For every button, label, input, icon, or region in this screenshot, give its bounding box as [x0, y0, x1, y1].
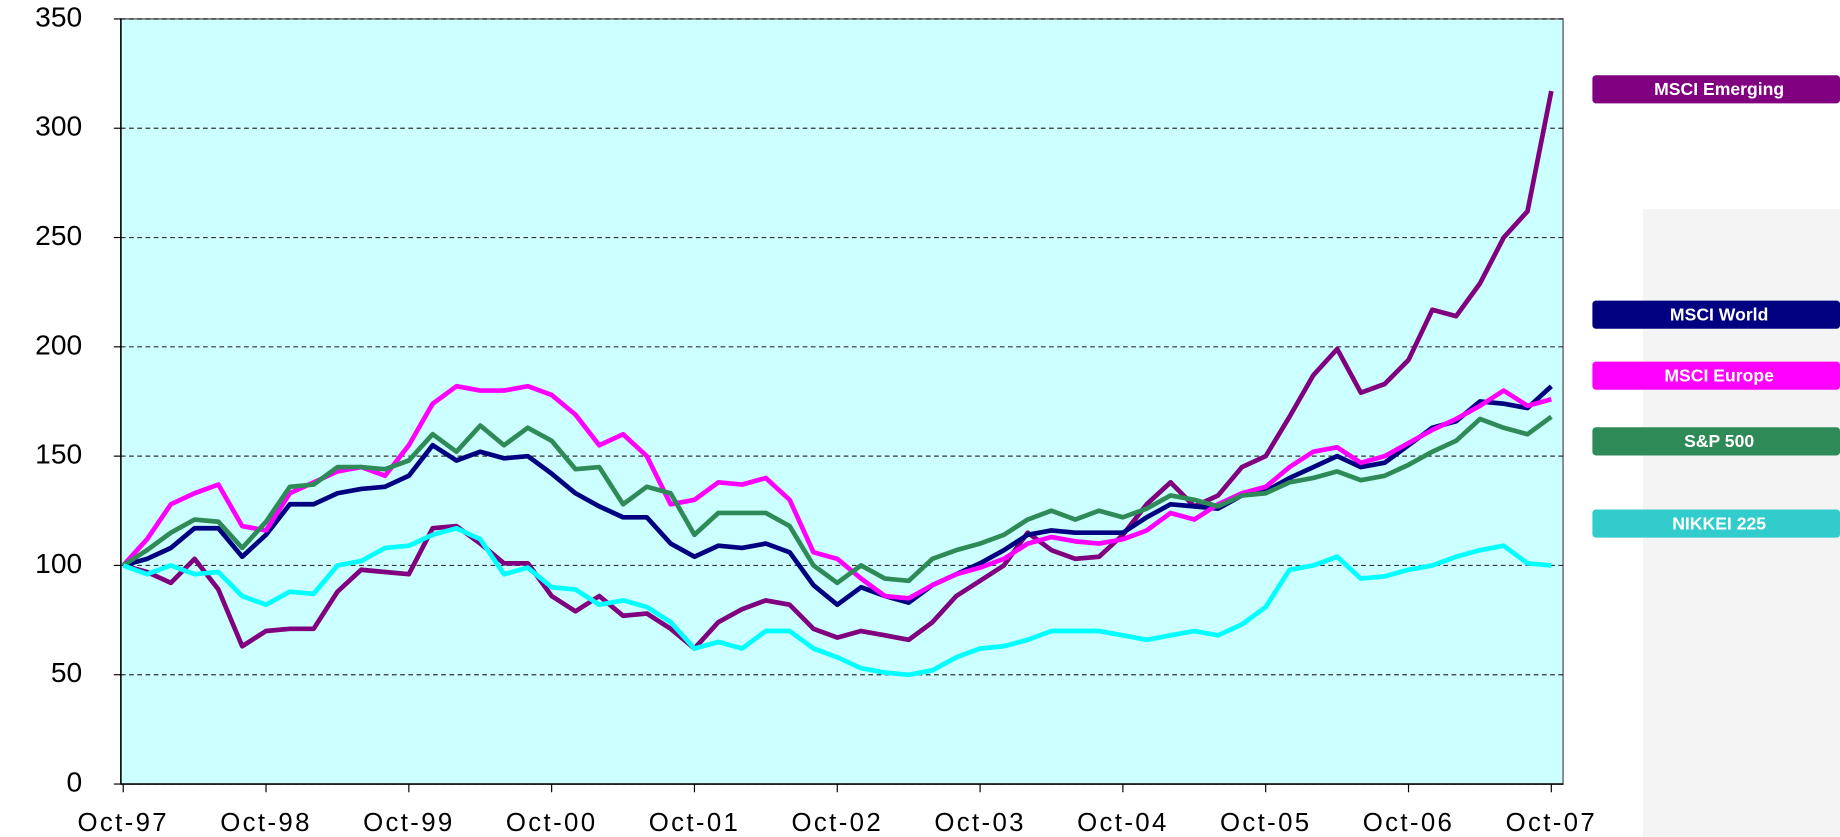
lines [121, 90, 1554, 678]
series-line [121, 414, 1553, 586]
plot-area [119, 18, 1564, 785]
x-tick-label: Oct-00 [506, 809, 598, 837]
y-tick-label: 150 [35, 439, 82, 470]
legend-swatch [1592, 509, 1840, 538]
legend-label: S&P 500 [1684, 431, 1754, 451]
y-tick-label: 300 [35, 111, 82, 142]
y-tick-label: 100 [35, 548, 82, 579]
x-tick-label: Oct-04 [1077, 809, 1168, 837]
legend-label: MSCI Europe [1664, 365, 1774, 385]
y-tick-label: 0 [66, 766, 82, 797]
series-line [122, 90, 1554, 651]
legend-swatch [1592, 361, 1840, 390]
y-tick-label: 200 [35, 329, 82, 360]
y-tick-label: 250 [35, 220, 82, 251]
y-tick-label: 350 [35, 1, 82, 32]
x-tick-label: Oct-06 [1363, 809, 1455, 837]
x-tick-label: Oct-01 [649, 809, 741, 837]
legend-swatch [1592, 427, 1840, 456]
series-line [122, 525, 1552, 678]
legend: MSCI Emerging MSCI World MSCI Europe S&P 50… [1592, 75, 1840, 538]
x-tick-label: Oct-05 [1220, 809, 1311, 837]
legend-label: NIKKEI 225 [1672, 513, 1766, 533]
series-line [122, 384, 1553, 608]
x-tick-label: Oct-98 [220, 809, 312, 837]
x-tick-label: Oct-99 [363, 809, 455, 837]
legend-swatch [1592, 75, 1840, 104]
legend-swatch [1592, 300, 1840, 329]
legend-label: MSCI Emerging [1654, 79, 1784, 99]
legend-label: MSCI World [1670, 304, 1768, 324]
x-tick-label: Oct-07 [1506, 809, 1598, 837]
y-tick-label: 50 [51, 657, 82, 688]
x-tick-label: Oct-02 [792, 809, 883, 837]
x-tick-label: Oct-03 [934, 809, 1025, 837]
axes: 0 50 100 150 200 250 300 350 Oct-97 Oct-98 Oct-99 O… [35, 1, 1598, 837]
x-tick-label: Oct-97 [77, 809, 168, 837]
